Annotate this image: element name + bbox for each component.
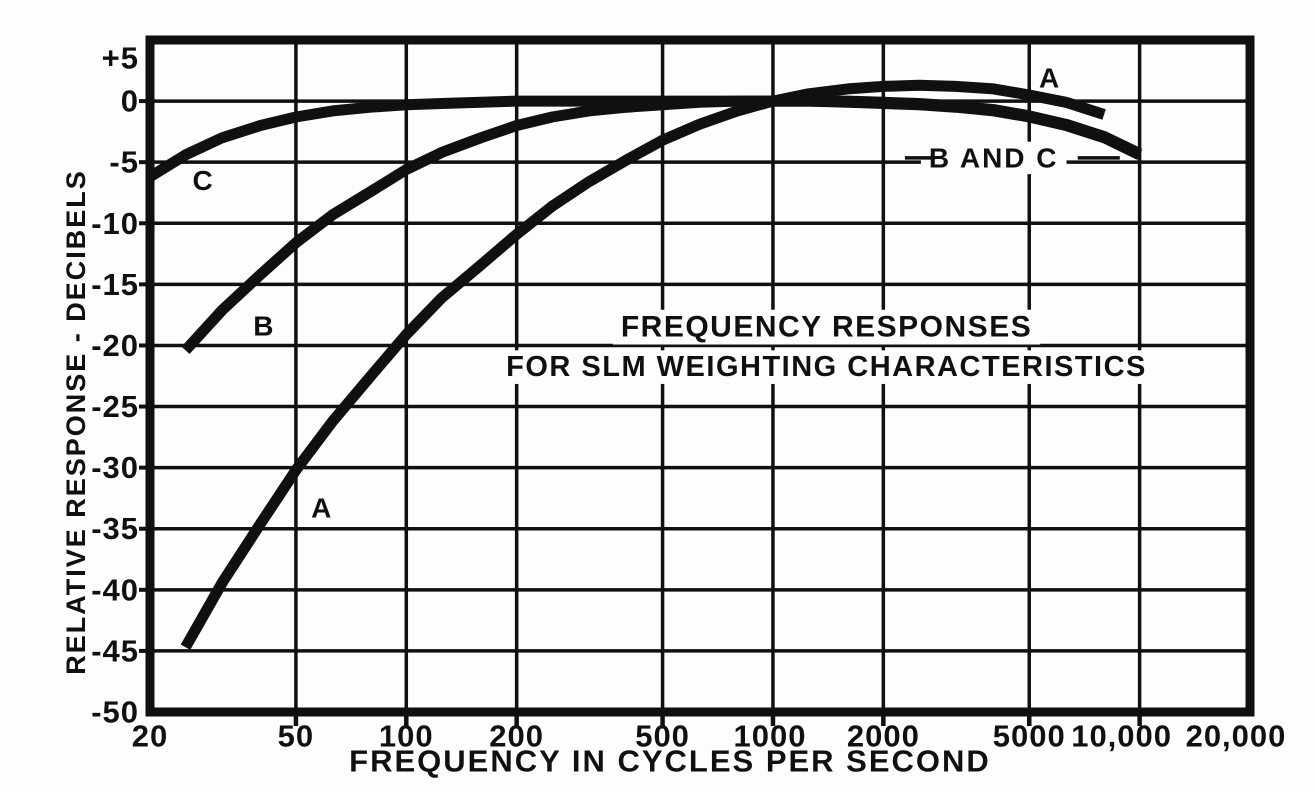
curve-label-b-and-c: B AND C (929, 142, 1059, 173)
y-tick-label: -20 (91, 328, 139, 363)
y-tick-label: -45 (91, 633, 139, 668)
curves (147, 79, 1142, 650)
label-mask (498, 350, 1155, 384)
label-mask (920, 141, 1067, 175)
x-tick-label: 10,000 (1071, 719, 1172, 754)
y-tick-label: -40 (91, 572, 139, 607)
y-tick-label: -25 (91, 389, 139, 424)
x-tick-label: 2000 (847, 719, 920, 754)
x-tick-label: 20,000 (1186, 719, 1287, 754)
y-tick-label: -10 (91, 206, 139, 241)
curve-label-a: A (311, 492, 333, 523)
curve-C (147, 95, 1142, 182)
label-mask (245, 309, 284, 343)
x-tick-label: 20 (132, 719, 168, 754)
curve-A (180, 79, 1106, 650)
x-tick-label: 5000 (993, 719, 1066, 754)
y-axis-title: RELATIVE RESPONSE - DECIBELS (61, 169, 91, 675)
curve-label-c: C (192, 165, 214, 196)
plot-frame (145, 35, 1255, 717)
y-tick-label: -30 (91, 450, 139, 485)
x-tick-label: 200 (489, 719, 544, 754)
label-mask (184, 164, 223, 197)
y-tick-label: -15 (91, 267, 139, 302)
label-mask (303, 491, 342, 525)
chart-title-line-2: FOR SLM WEIGHTING CHARACTERISTICS (506, 351, 1147, 383)
x-axis-title: FREQUENCY IN CYCLES PER SECOND (349, 744, 991, 779)
annotations: FREQUENCY RESPONSES FOR SLM WEIGHTING CHA… (184, 61, 1155, 525)
curve-label-b: B (253, 310, 275, 341)
curve-label-a: A (1039, 62, 1061, 93)
x-tick-label: 500 (635, 719, 690, 754)
chart-title-line-1: FREQUENCY RESPONSES (621, 311, 1032, 344)
x-tick-label: 50 (278, 719, 314, 754)
label-mask (612, 309, 1041, 345)
y-tick-label: -35 (91, 511, 139, 546)
x-tick-label: 100 (379, 719, 434, 754)
tick-labels: 20 50 100 200 500 1000 2000 5000 10,000 20,000 +5 0… (91, 41, 1287, 754)
label-mask (1030, 61, 1070, 95)
y-tick-label: -5 (109, 145, 139, 180)
x-tick-label: 1000 (733, 719, 806, 754)
y-tick-label: 0 (121, 84, 139, 119)
y-tick-label: -50 (91, 695, 139, 730)
y-tick-label: +5 (102, 41, 139, 76)
